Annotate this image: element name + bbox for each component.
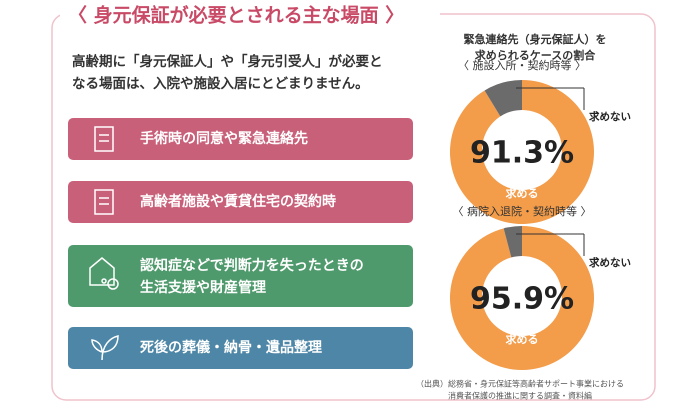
- item-box: [68, 181, 413, 223]
- donut-hole: [482, 256, 562, 336]
- item-text: 生活支援や財産管理: [140, 279, 266, 296]
- charts-heading: 緊急連絡先（身元保証人）を: [464, 32, 607, 46]
- category-label: 求めない: [589, 110, 631, 123]
- charts-heading: 求められるケースの割合: [475, 48, 596, 62]
- icons: [89, 126, 119, 361]
- category-label: 求める: [506, 332, 539, 346]
- item-box: [68, 118, 413, 160]
- source: 消費者保護の推進に関する調査・資料編: [448, 391, 592, 401]
- intro: 高齢期に「身元保証人」や「身元引受人」が必要と: [72, 53, 383, 70]
- chart-title: 〈 病院入退院・契約時等 〉: [453, 204, 592, 218]
- value-label: 91.3%: [470, 136, 574, 171]
- item-text: 死後の葬儀・納骨・遺品整理: [139, 339, 322, 356]
- intro: なる場面は、入院や施設入居にとどまりません。: [72, 75, 369, 92]
- category-label: 求めない: [589, 256, 631, 269]
- item-text: 認知症などで判断力を失ったときの: [140, 257, 364, 274]
- item-text: 高齢者施設や賃貸住宅の契約時: [140, 193, 336, 210]
- donut-hole: [482, 110, 562, 190]
- value-label: 95.9%: [470, 282, 574, 317]
- category-label: 求める: [506, 186, 539, 200]
- item-text: 手術時の同意や緊急連絡先: [140, 130, 308, 147]
- title-bg: [60, 4, 440, 26]
- source: （出典）総務省・身元保証等高齢者サポート事業における: [416, 379, 624, 389]
- item-box: [68, 327, 413, 369]
- item-box: [68, 245, 413, 307]
- chart-title: 〈 施設入所・契約時等 〉: [458, 58, 586, 72]
- title: 〈 身元保証が必要とされる主な場面 〉: [68, 4, 404, 27]
